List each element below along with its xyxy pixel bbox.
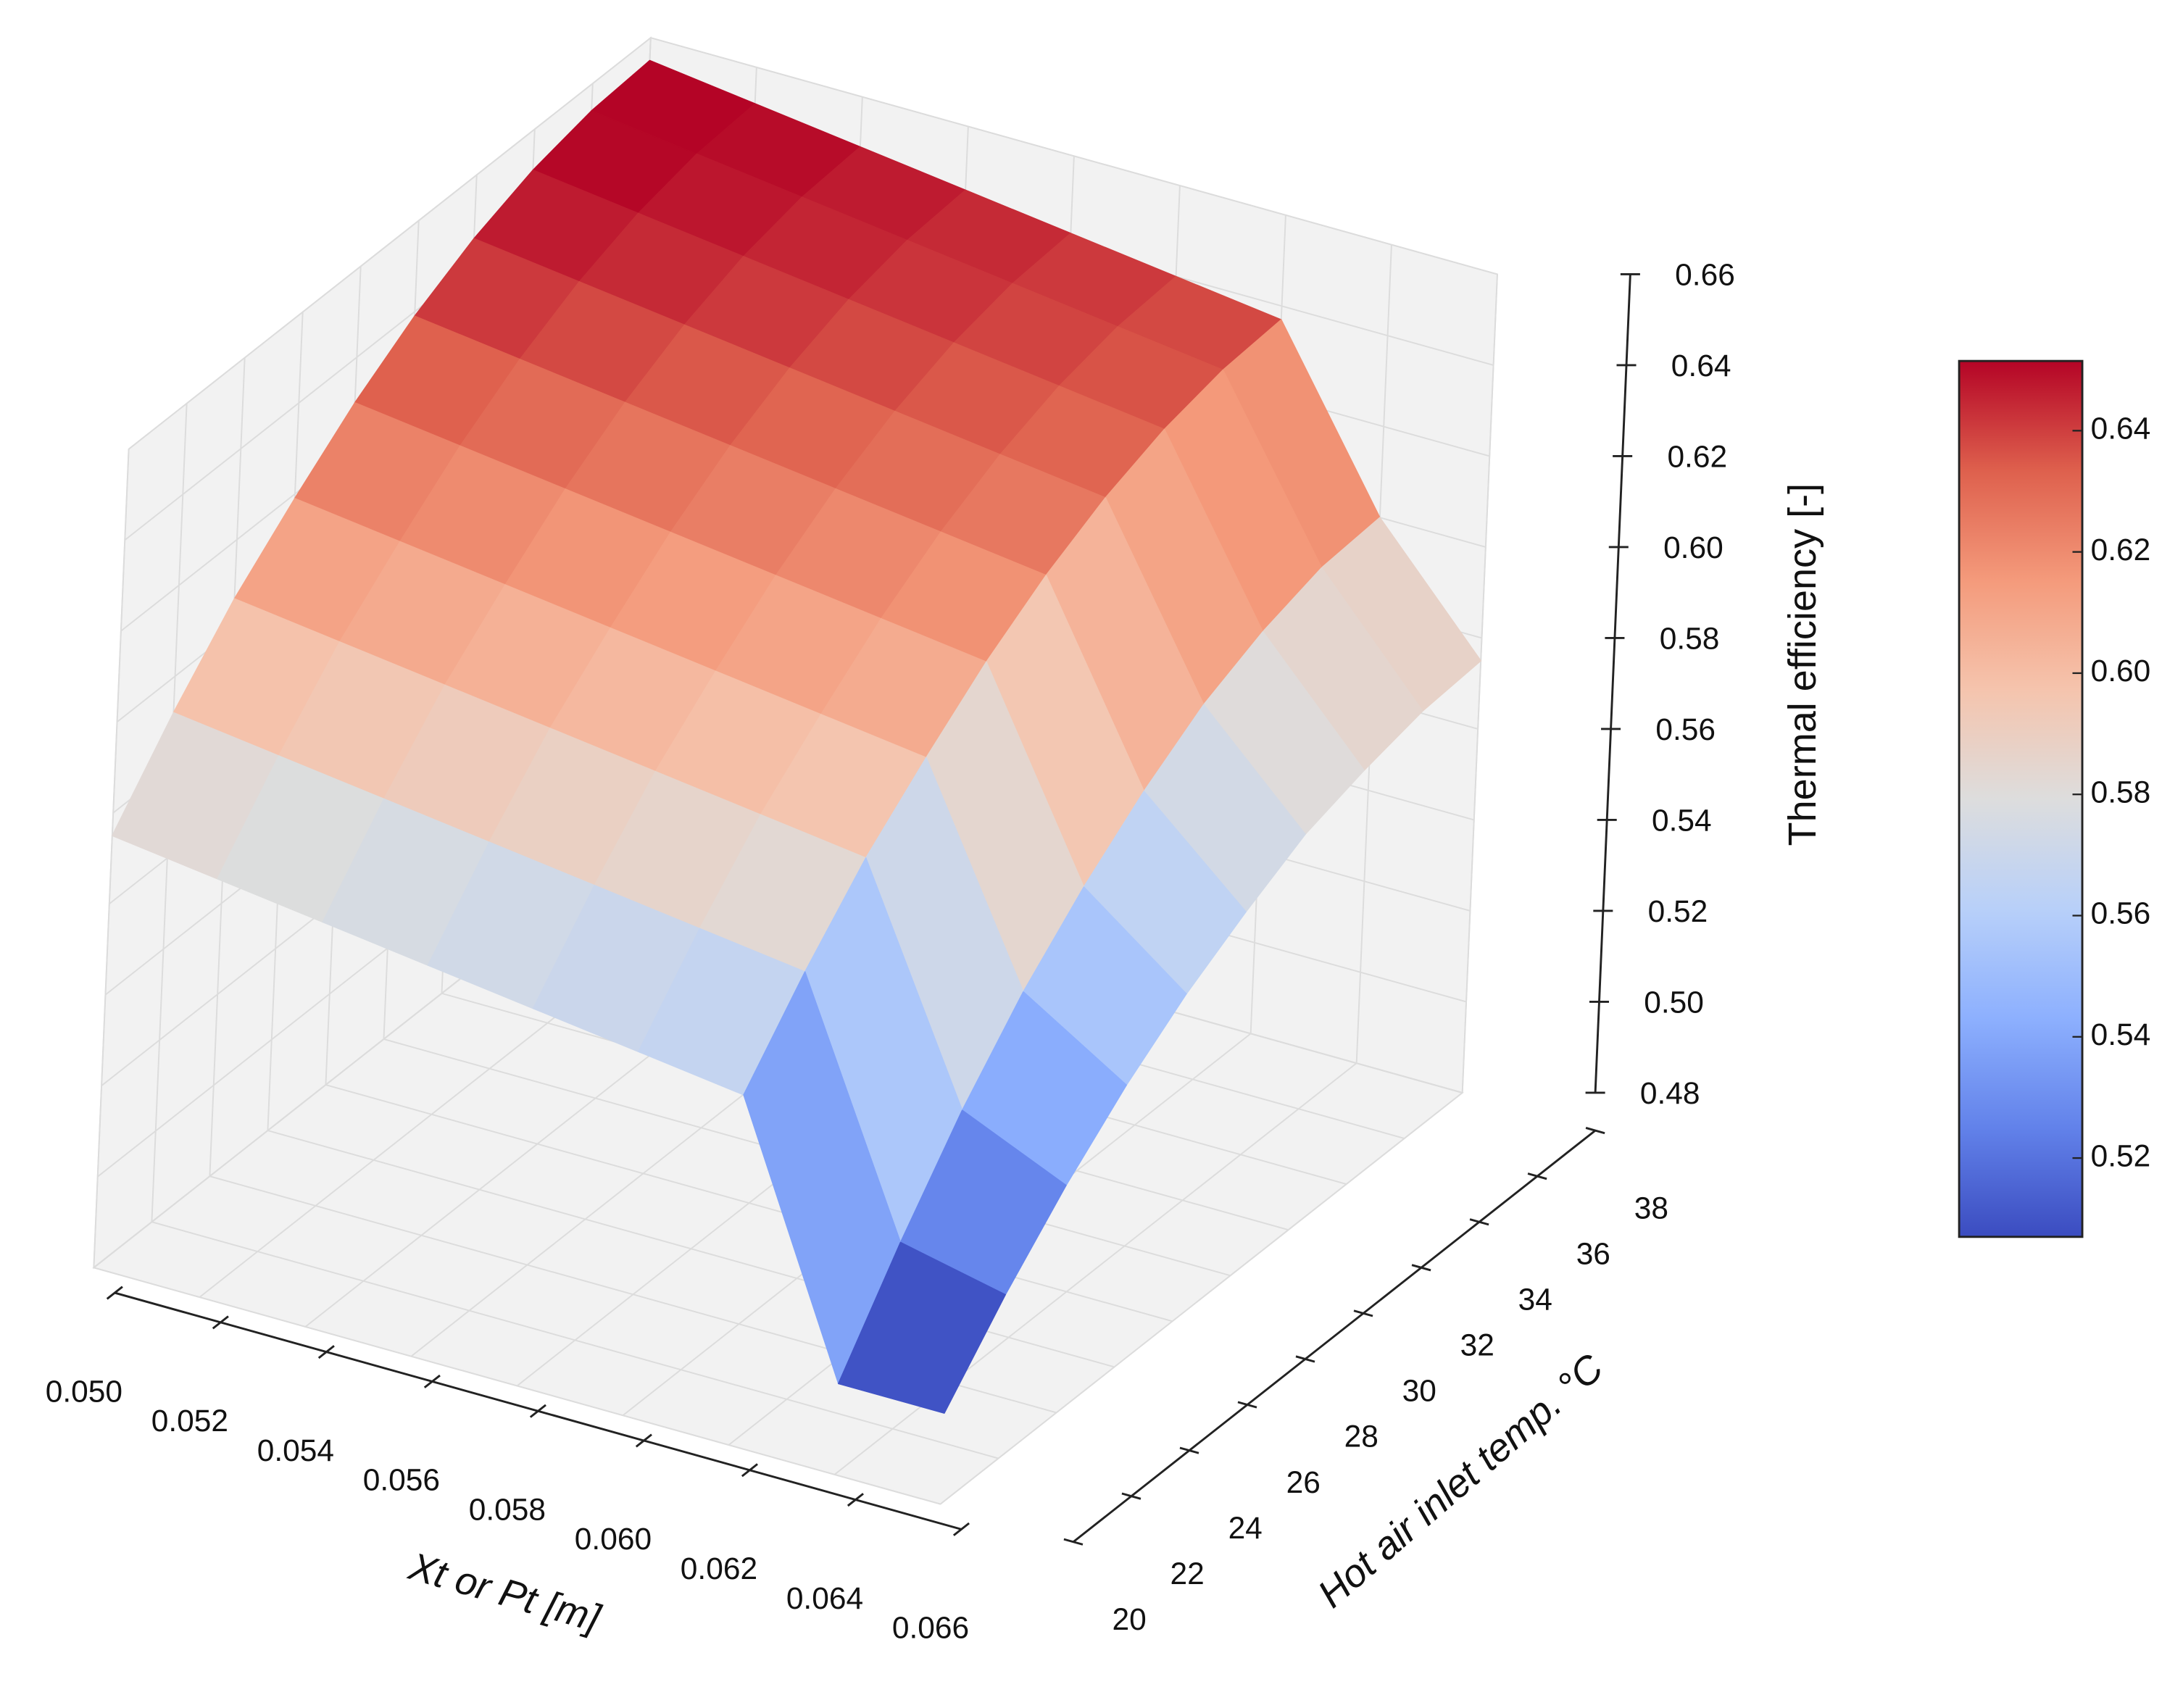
grid-line [1461, 274, 1498, 1093]
grid-line [93, 449, 130, 1268]
tick-mark [635, 1433, 652, 1448]
tick-mark [1527, 1172, 1547, 1180]
tick-mark [1063, 1538, 1084, 1546]
tick-mark [1237, 1401, 1257, 1409]
colorbar [1958, 359, 2084, 1238]
x-tick-label: 0.058 [469, 1492, 546, 1526]
y-tick-label: 36 [1576, 1236, 1610, 1270]
x-tick-label: 0.062 [681, 1551, 757, 1586]
grid-line [939, 1092, 1463, 1505]
y-tick-label: 26 [1286, 1465, 1321, 1499]
x-tick-label: 0.052 [151, 1404, 228, 1438]
tick-mark [423, 1374, 441, 1388]
z-tick-label: 0.52 [1648, 894, 1708, 928]
z-tick-label: 0.56 [1655, 712, 1716, 746]
y-tick-label: 32 [1460, 1328, 1494, 1362]
x-tick-label: 0.060 [575, 1522, 652, 1556]
tick-mark [1411, 1264, 1431, 1272]
z-tick-label: 0.50 [1644, 986, 1704, 1020]
tick-mark [106, 1286, 123, 1300]
grid-line [325, 1084, 1173, 1322]
y-tick-label: 34 [1518, 1283, 1552, 1317]
tick-mark [1353, 1309, 1373, 1317]
z-tick-label: 0.62 [1667, 440, 1727, 474]
y-tick-label: 28 [1344, 1420, 1379, 1454]
y-axis-title: Hot air inlet temp. °C [1310, 1346, 1612, 1616]
colorbar-tick-label: 0.56 [2091, 896, 2151, 930]
axis-line [1594, 274, 1631, 1093]
z-axis-title: Thermal efficiency [-] [1781, 483, 1824, 846]
surface-patch [838, 1241, 1006, 1414]
colorbar-tick-label: 0.64 [2091, 412, 2151, 446]
tick-mark [317, 1345, 335, 1359]
tick-mark [529, 1404, 546, 1418]
grid-line [128, 37, 652, 450]
tick-mark [1585, 1127, 1605, 1135]
x-tick-label: 0.064 [786, 1581, 863, 1615]
y-tick-label: 30 [1402, 1374, 1436, 1408]
y-tick-label: 22 [1170, 1557, 1205, 1591]
x-tick-label: 0.054 [257, 1433, 334, 1467]
x-tick-label: 0.066 [892, 1611, 969, 1645]
x-tick-label: 0.050 [46, 1374, 122, 1408]
z-tick-label: 0.60 [1663, 530, 1723, 565]
z-tick-label: 0.54 [1652, 804, 1712, 838]
tick-mark [212, 1315, 229, 1330]
colorbar-tick-label: 0.54 [2091, 1017, 2151, 1051]
y-tick-label: 20 [1113, 1602, 1147, 1636]
colorbar-tick-label: 0.58 [2091, 775, 2151, 809]
z-tick-label: 0.66 [1675, 258, 1735, 292]
tick-mark [1121, 1492, 1142, 1500]
tick-mark [741, 1463, 758, 1478]
tick-mark [1295, 1355, 1315, 1363]
colorbar-tick-label: 0.60 [2091, 654, 2151, 688]
grid-line [151, 1221, 999, 1459]
tick-mark [1469, 1218, 1489, 1226]
x-axis-title: Xt or Pt [m] [403, 1544, 606, 1641]
colorbar-tick-label: 0.52 [2091, 1138, 2151, 1172]
y-tick-label: 38 [1634, 1191, 1668, 1225]
colorbar-tick-label: 0.62 [2091, 533, 2151, 567]
z-tick-label: 0.48 [1640, 1076, 1700, 1110]
grid-line [650, 37, 1498, 275]
tick-mark [847, 1493, 864, 1507]
x-tick-label: 0.056 [363, 1463, 440, 1497]
plot-area: 0.050 0.052 0.054 0.056 0.058 0.060 0.062 0.064… [46, 36, 2151, 1645]
z-tick-label: 0.64 [1671, 349, 1731, 383]
grid-line [93, 1267, 941, 1505]
tick-mark [952, 1522, 970, 1536]
y-tick-label: 24 [1228, 1511, 1263, 1545]
z-tick-label: 0.58 [1660, 622, 1720, 656]
tick-mark [1179, 1446, 1199, 1454]
axis-line [1073, 1129, 1597, 1543]
